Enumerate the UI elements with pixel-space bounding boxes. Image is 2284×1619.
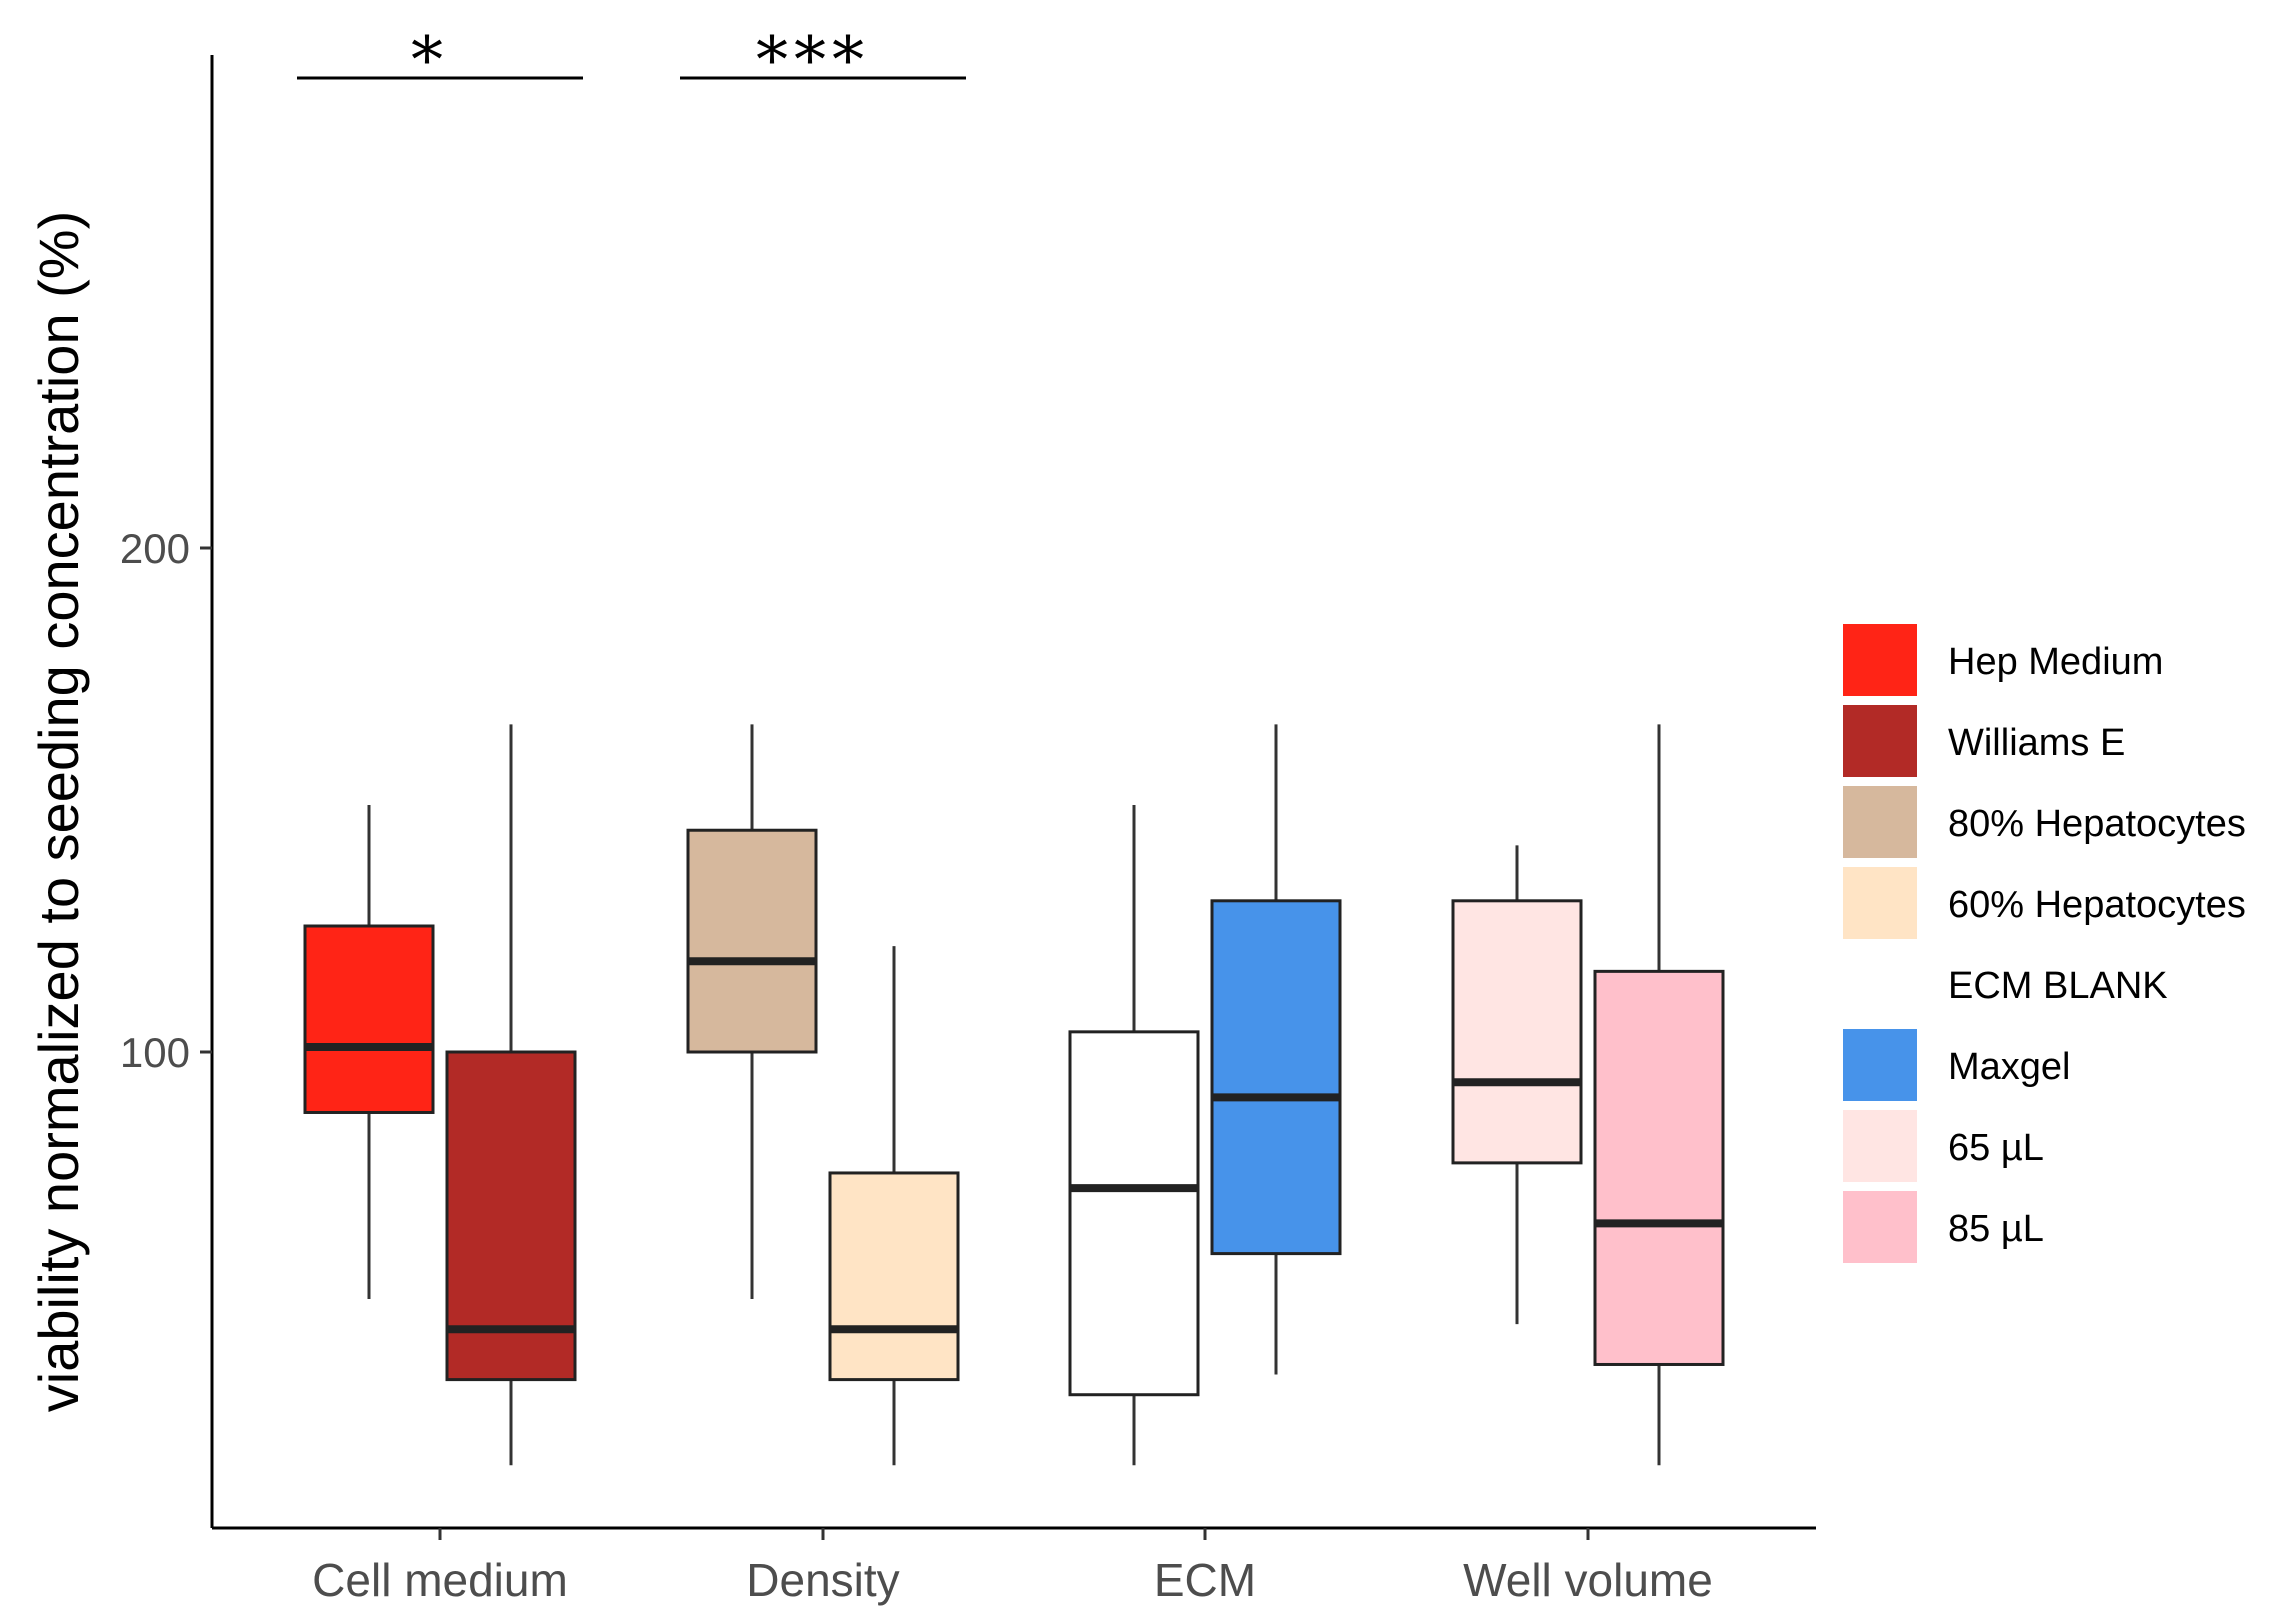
box-hep-medium [303,805,435,1299]
y-tick-label-100: 100 [120,1029,190,1076]
y-axis-ticks: 100 200 [120,525,212,1076]
legend-label: 80% Hepatocytes [1948,803,2246,845]
legend-label: Williams E [1948,722,2125,764]
boxes [303,724,1725,1466]
legend-item: 85 µL [1843,1191,2044,1263]
legend-item: 60% Hepatocytes [1843,867,2246,939]
box-iqr [1210,899,1342,1256]
box-iqr [1068,1030,1200,1397]
legend-swatch [1843,867,1917,939]
legend-swatch [1843,1191,1917,1263]
box-iqr [686,828,818,1054]
box-iqr [1451,899,1583,1165]
legend: Hep Medium Williams E 80% Hepatocytes 60% H… [1843,624,2246,1263]
significance-label: * [411,24,449,98]
legend-item: Williams E [1843,705,2125,777]
box-iqr [828,1171,960,1382]
legend-label: 85 µL [1948,1208,2044,1250]
significance-label: *** [756,24,870,98]
y-axis-title-group: viability normalized to seeding concentr… [27,211,90,1412]
legend-swatch [1843,1029,1917,1101]
legend-item: 80% Hepatocytes [1843,786,2246,858]
legend-label: Hep Medium [1948,641,2163,683]
box-iqr [1593,969,1725,1366]
x-category-label: Well volume [1463,1554,1713,1606]
legend-item: ECM BLANK [1843,948,2168,1020]
box-ecm-blank [1068,805,1200,1466]
x-category-label: Cell medium [312,1554,568,1606]
legend-label: 60% Hepatocytes [1948,884,2246,926]
legend-label: 65 µL [1948,1127,2044,1169]
legend-swatch [1843,948,1917,1020]
box-williams-e [445,724,577,1466]
legend-swatch [1843,786,1917,858]
axes [210,55,1816,1530]
legend-swatch [1843,1110,1917,1182]
legend-item: 65 µL [1843,1110,2044,1182]
y-tick-label-200: 200 [120,525,190,572]
y-axis-title: viability normalized to seeding concentr… [27,211,90,1412]
box-iqr [303,924,435,1114]
box-maxgel [1210,724,1342,1375]
x-category-label: ECM [1154,1554,1256,1606]
legend-item: Maxgel [1843,1029,2071,1101]
box-85-l [1593,724,1725,1466]
x-category-label: Density [746,1554,899,1606]
legend-swatch [1843,624,1917,696]
legend-item: Hep Medium [1843,624,2163,696]
box-65-l [1451,845,1583,1325]
box-60-hepatocytes [828,946,960,1466]
legend-swatch [1843,705,1917,777]
x-axis-category-labels: Cell medium Density ECM Well volume [312,1528,1713,1606]
legend-label: Maxgel [1948,1046,2071,1088]
legend-label: ECM BLANK [1948,965,2168,1007]
box-iqr [445,1050,577,1382]
significance-annotations: * *** [297,24,966,98]
box-80-hepatocytes [686,724,818,1299]
